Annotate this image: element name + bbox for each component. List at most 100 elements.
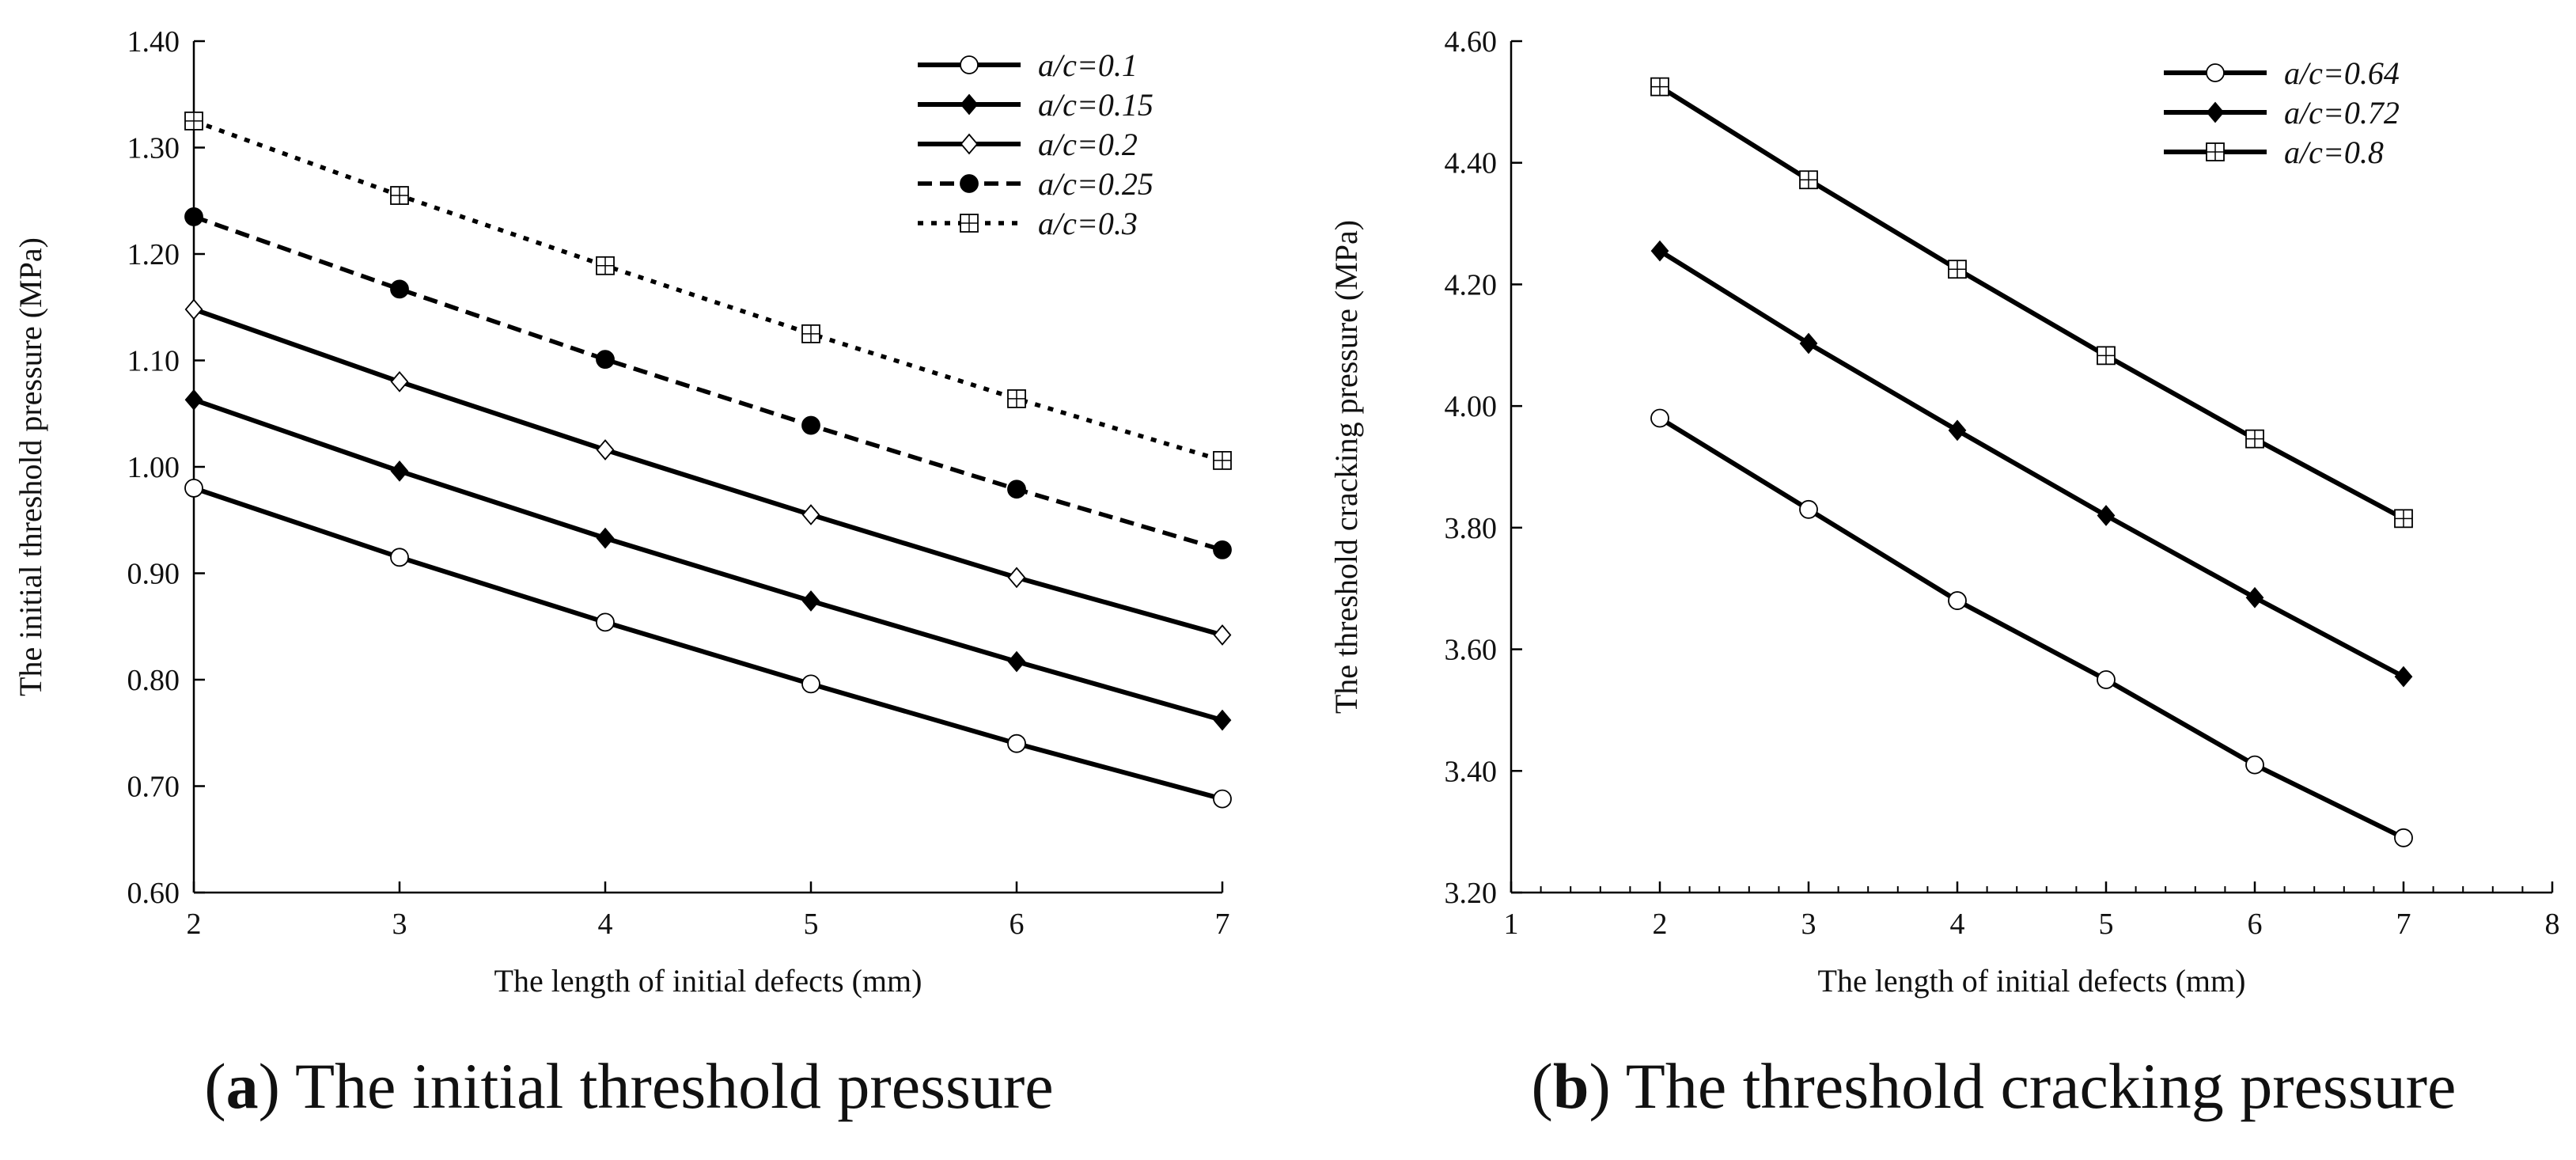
data-point (2394, 509, 2413, 529)
y-tick-label: 1.30 (127, 132, 180, 165)
data-point (1213, 709, 1232, 731)
data-point (1007, 650, 1026, 673)
y-axis-title: The initial threshold pressure (MPa) (13, 237, 48, 696)
series-line (1658, 248, 2405, 679)
legend-marker (960, 133, 979, 155)
y-tick-label: 1.00 (127, 451, 180, 484)
x-tick-label: 7 (2396, 908, 2411, 941)
series-a-c-0-2 (184, 298, 1232, 646)
y-tick-label: 1.40 (127, 25, 180, 59)
x-axis-title: The length of initial defects (mm) (1818, 963, 2246, 999)
x-tick-label: 5 (2099, 908, 2114, 941)
data-point (2394, 665, 2413, 688)
y-tick-label: 4.60 (1445, 25, 1498, 59)
data-point (1213, 540, 1232, 559)
data-point (801, 504, 820, 525)
series-line (193, 119, 1223, 463)
data-point (1213, 789, 1232, 809)
x-tick-label: 1 (1504, 908, 1519, 941)
data-point (390, 460, 409, 482)
data-point (390, 279, 409, 299)
data-point (1948, 260, 1967, 279)
y-tick-label: 0.80 (127, 664, 180, 697)
series-line (193, 397, 1223, 722)
legend-label: a/c=0.15 (1038, 87, 1154, 123)
chart-a: 0.60 0.70 0.80 0.90 1.00 1.10 1.20 1.30 1.40 2 3 4 5… (13, 25, 1232, 1122)
x-tick-label: 4 (598, 908, 613, 941)
legend-item: a/c=0.15 (918, 87, 1154, 123)
series-a-c-0-3 (184, 111, 1232, 470)
legend-label: a/c=0.3 (1038, 206, 1138, 241)
x-tick-label: 3 (1801, 908, 1816, 941)
y-tick-label: 1.10 (127, 345, 180, 378)
x-tick-label: 5 (804, 908, 819, 941)
legend-marker (2206, 142, 2225, 161)
series-a-c-0-15 (184, 389, 1232, 731)
y-tick-label: 0.90 (127, 558, 180, 591)
x-tick-label: 4 (1950, 908, 1965, 941)
data-point (184, 479, 203, 498)
data-point (184, 111, 203, 131)
data-point (184, 207, 203, 226)
x-tick-label: 2 (1653, 908, 1668, 941)
data-point (1799, 332, 1818, 354)
data-point (1213, 451, 1232, 470)
series-a-c-0-8 (1650, 77, 2413, 529)
legend-item: a/c=0.72 (2164, 95, 2400, 131)
legend-label: a/c=0.72 (2284, 95, 2400, 131)
data-point (2245, 586, 2264, 608)
data-point (1650, 77, 1669, 97)
data-point (390, 186, 409, 205)
data-point (801, 415, 820, 435)
y-axis-title: The threshold cracking pressure (MPa) (1328, 220, 1364, 714)
legend-marker (2206, 63, 2225, 82)
x-tick-label: 2 (187, 908, 202, 941)
data-point (390, 371, 409, 392)
legend-marker (960, 93, 979, 116)
legend-item: a/c=0.25 (918, 166, 1154, 202)
series-a-c-0-72 (1650, 240, 2413, 688)
y-tick-label: 3.80 (1445, 512, 1498, 545)
data-point (1007, 567, 1026, 589)
y-tick-label: 3.60 (1445, 634, 1498, 667)
data-point (596, 527, 615, 549)
legend-label: a/c=0.2 (1038, 127, 1138, 162)
legend-label: a/c=0.1 (1038, 47, 1138, 83)
series-line (1658, 415, 2405, 840)
series-a-c-0-1 (184, 479, 1232, 809)
x-tick-label: 8 (2545, 908, 2560, 941)
legend-label: a/c=0.64 (2284, 55, 2400, 91)
data-point (184, 298, 203, 320)
legend-item: a/c=0.3 (918, 206, 1138, 241)
y-tick-label: 1.20 (127, 238, 180, 271)
legend-item: a/c=0.1 (918, 47, 1138, 83)
x-tick-label: 7 (1215, 908, 1230, 941)
data-point (1799, 499, 1818, 519)
series-a-c-0-64 (1650, 408, 2413, 847)
legend-item: a/c=0.8 (2164, 135, 2384, 170)
data-point (184, 389, 203, 411)
legend-item: a/c=0.64 (2164, 55, 2400, 91)
x-axis-title: The length of initial defects (mm) (494, 963, 922, 999)
chart-b: 3.20 3.40 3.60 3.80 4.00 4.20 4.40 4.60 1 2 3 4 5 6 7 8… (1328, 25, 2560, 1122)
data-point (2394, 828, 2413, 847)
legend-marker (960, 174, 979, 193)
y-tick-label: 4.40 (1445, 147, 1498, 180)
data-point (596, 256, 615, 275)
y-tick-label: 4.00 (1445, 390, 1498, 423)
data-point (2245, 429, 2264, 449)
x-tick-label: 3 (392, 908, 407, 941)
data-point (2097, 505, 2116, 526)
legend-marker (2206, 101, 2225, 123)
data-point (1007, 480, 1026, 499)
y-tick-label: 3.40 (1445, 755, 1498, 788)
data-point (596, 439, 615, 461)
series-line (193, 214, 1223, 552)
legend-item: a/c=0.2 (918, 127, 1138, 162)
data-point (596, 350, 615, 370)
data-point (801, 590, 820, 612)
data-point (801, 324, 820, 343)
data-point (1948, 419, 1967, 442)
y-tick-label: 4.20 (1445, 268, 1498, 301)
